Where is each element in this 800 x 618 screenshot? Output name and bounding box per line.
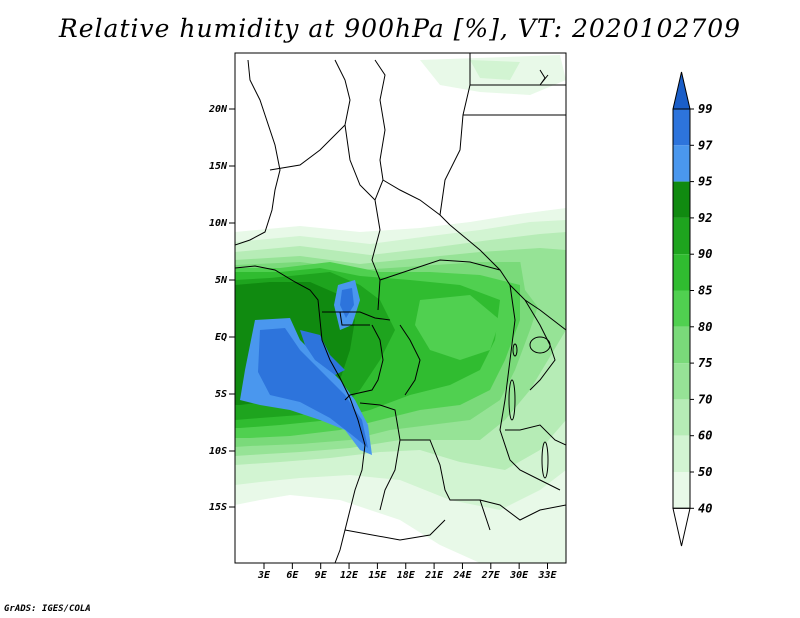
lake-kivu xyxy=(512,343,518,357)
colorbar-segment xyxy=(673,435,690,472)
lon-tick-label: 18E xyxy=(397,570,416,581)
lat-tick-label: 5S xyxy=(215,389,227,400)
lat-tick-label: EQ xyxy=(215,332,227,343)
humidity-patch-north2 xyxy=(470,60,520,80)
humidity-patch-basin xyxy=(415,295,500,360)
country-borders xyxy=(235,53,566,563)
map-title: Relative humidity at 900hPa [%], VT: 202… xyxy=(58,14,742,43)
lon-tick-label: 21E xyxy=(424,570,444,581)
lat-tick-label: 10N xyxy=(209,218,228,229)
colorbar-label: 80 xyxy=(698,320,712,334)
humidity-band-97 xyxy=(258,328,368,448)
lake-victoria xyxy=(529,336,551,354)
lake-malawi xyxy=(541,441,549,479)
lon-tick-label: 24E xyxy=(452,570,472,581)
lake-tanganyika xyxy=(508,379,516,421)
lon-tick-label: 15E xyxy=(368,570,387,581)
latitude-axis: 20N 15N 10N 5N EQ 5S 10S 15S xyxy=(208,104,235,513)
colorbar-segment xyxy=(673,254,690,291)
humidity-field xyxy=(235,55,566,563)
colorbar-segment xyxy=(673,290,690,327)
humidity-patch-coast xyxy=(300,330,345,375)
colorbar-label: 60 xyxy=(698,429,712,443)
colorbar-segment xyxy=(673,326,690,364)
humidity-patch-97-north xyxy=(340,288,354,318)
lon-tick-label: 12E xyxy=(340,570,359,581)
colorbar-segment-gt99 xyxy=(672,71,691,110)
grads-credit: GrADS: IGES/COLA xyxy=(4,604,91,614)
lon-tick-label: 3E xyxy=(257,570,271,581)
lakes xyxy=(508,336,551,479)
lon-tick-label: 27E xyxy=(481,570,501,581)
lon-tick-label: 9E xyxy=(315,570,328,581)
colorbar-segment xyxy=(673,472,690,509)
colorbar: 99 97 95 92 90 85 80 75 70 60 50 40 xyxy=(672,71,713,547)
humidity-patch-east xyxy=(520,255,566,310)
lat-tick-label: 10S xyxy=(209,446,227,457)
colorbar-label: 90 xyxy=(698,247,712,261)
colorbar-segment xyxy=(673,399,690,436)
lat-tick-label: 20N xyxy=(208,104,228,115)
colorbar-label: 70 xyxy=(698,392,712,406)
colorbar-label: 92 xyxy=(698,211,712,225)
colorbar-label: 95 xyxy=(698,175,712,189)
colorbar-label: 97 xyxy=(698,138,713,152)
map-frame xyxy=(234,52,567,564)
lon-tick-label: 33E xyxy=(537,570,557,581)
colorbar-segment-lt40 xyxy=(672,507,691,547)
colorbar-label: 85 xyxy=(698,284,712,298)
colorbar-label: 99 xyxy=(698,102,712,116)
colorbar-segment xyxy=(673,145,690,182)
longitude-axis: 3E 6E 9E 12E 15E 18E 21E 24E 27E 30E 33E xyxy=(257,563,558,581)
colorbar-label: 40 xyxy=(698,501,712,515)
colorbar-label: 50 xyxy=(698,465,712,479)
coastline xyxy=(235,265,366,563)
lat-tick-label: 5N xyxy=(215,275,228,286)
colorbar-segment xyxy=(673,217,690,255)
colorbar-segment xyxy=(673,109,690,146)
colorbar-segment xyxy=(673,363,690,400)
lat-tick-label: 15S xyxy=(209,502,227,513)
lon-tick-label: 6E xyxy=(286,570,299,581)
colorbar-label: 75 xyxy=(698,356,712,370)
lat-tick-label: 15N xyxy=(209,161,228,172)
colorbar-segment xyxy=(673,181,690,218)
lon-tick-label: 30E xyxy=(509,570,529,581)
colorbar-outline xyxy=(672,108,691,509)
